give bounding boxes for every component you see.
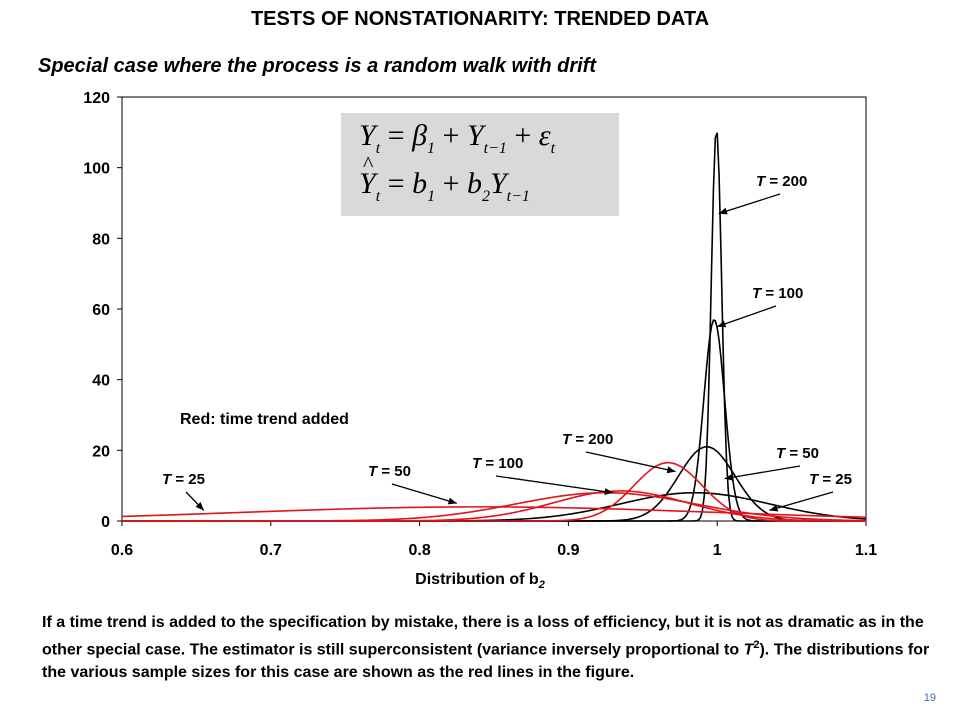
- fitted-equation: Yt = b1 + b2Yt−1: [359, 151, 530, 206]
- annotation-arrow: [391, 483, 457, 504]
- series-line: [122, 461, 866, 522]
- x-tick-label: 0.9: [557, 542, 579, 559]
- annotation-arrow: [585, 451, 676, 473]
- explanation-paragraph: If a time trend is added to the specific…: [42, 614, 930, 682]
- series-line: [121, 506, 867, 519]
- x-tick-label: 1: [713, 542, 722, 559]
- annotation-label: T = 50: [368, 463, 411, 480]
- y-tick-label: 20: [92, 443, 110, 460]
- y-tick-label: 80: [92, 231, 110, 248]
- y-tick-label: 40: [92, 373, 110, 390]
- annotation-arrowhead: [195, 502, 204, 511]
- annotation-arrow: [718, 193, 781, 215]
- annotation-label: T = 50: [776, 445, 819, 462]
- x-tick-label: 1.1: [855, 542, 877, 559]
- annotation-arrow: [495, 475, 614, 494]
- annotation-arrow: [769, 491, 834, 512]
- x-tick-label: 0.6: [111, 542, 133, 559]
- annotation-arrowhead: [718, 207, 728, 215]
- y-tick-label: 100: [83, 161, 110, 178]
- annotation-arrow: [716, 305, 777, 328]
- series-line: [122, 490, 866, 522]
- annotation-arrowhead: [447, 497, 457, 505]
- annotation-arrowhead: [717, 320, 727, 328]
- annotation-arrowhead: [769, 504, 779, 512]
- annotation-label: T = 100: [472, 455, 523, 472]
- slide-subtitle: Special case where the process is a rand…: [38, 55, 596, 77]
- y-tick-label: 0: [101, 514, 110, 531]
- annotation-arrowhead: [604, 488, 614, 496]
- model-equation: Yt = β1 + Yt−1 + εt: [359, 119, 556, 157]
- legend-note: Red: time trend added: [180, 411, 349, 428]
- annotation-label: T = 100: [752, 285, 803, 302]
- annotation-arrow: [724, 465, 801, 480]
- y-tick-label: 60: [92, 302, 110, 319]
- page-number: 19: [923, 692, 936, 704]
- x-tick-label: 0.7: [260, 542, 282, 559]
- annotation-arrowhead: [666, 466, 676, 474]
- annotation-label: T = 25: [809, 471, 852, 488]
- annotation-label: T = 25: [162, 471, 205, 488]
- annotation-arrowhead: [724, 473, 734, 481]
- annotation-label: T = 200: [756, 173, 807, 190]
- x-tick-label: 0.8: [408, 542, 430, 559]
- x-axis-label: Distribution of b2: [415, 571, 545, 591]
- y-tick-label: 120: [83, 90, 110, 107]
- plot-area: 0 20 40 60 80 100 120 0.6 0.7 0.8 0.9 1 1.1 Distribut…: [83, 90, 877, 591]
- annotation-label: T = 200: [562, 431, 613, 448]
- equation-box: Yt = β1 + Yt−1 + εt Yt = b1 + b2Yt−1: [341, 113, 619, 216]
- slide-title: TESTS OF NONSTATIONARITY: TRENDED DATA: [250, 8, 710, 30]
